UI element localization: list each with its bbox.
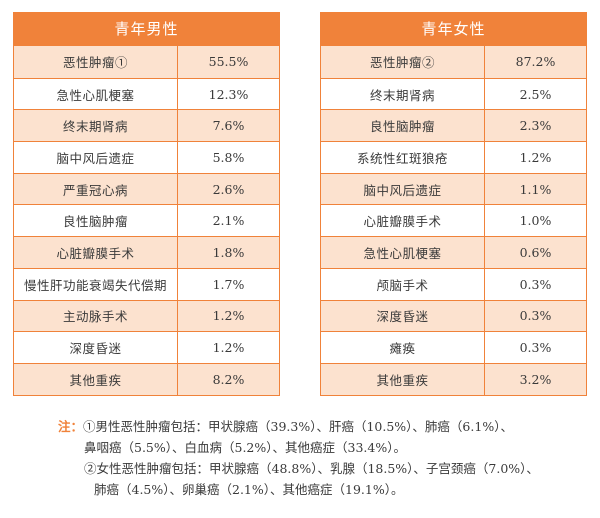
disease-name: 恶性肿瘤①: [14, 46, 178, 78]
table-row: 主动脉手术 1.2%: [14, 299, 279, 332]
disease-percent: 2.3%: [519, 118, 552, 134]
disease-percent: 0.3%: [519, 340, 552, 356]
disease-percent: 55.5%: [208, 54, 249, 70]
table-row: 终末期肾病 2.5%: [321, 77, 586, 110]
table-row: 终末期肾病 7.6%: [14, 109, 279, 142]
table-row: 系统性红斑狼疮 1.2%: [321, 141, 586, 173]
disease-name: 严重冠心病: [14, 173, 178, 205]
footnote-male-text-cont: 鼻咽癌（5.5%）、白血病（5.2%）、其他癌症（33.4%）。: [84, 440, 406, 455]
disease-percent: 2.6%: [212, 181, 245, 197]
footnotes: 注：①男性恶性肿瘤包括：甲状腺癌（39.3%）、肝癌（10.5%）、肺癌（6.1…: [58, 416, 598, 500]
footnote-male-text: ①男性恶性肿瘤包括：甲状腺癌（39.3%）、肝癌（10.5%）、肺癌（6.1%）…: [83, 419, 513, 434]
table-row: 急性心肌梗塞 12.3%: [14, 77, 279, 110]
table-row: 瘫痪 0.3%: [321, 331, 586, 363]
disease-percent: 2.1%: [212, 213, 245, 229]
disease-percent: 5.8%: [212, 149, 245, 165]
disease-percent: 1.7%: [212, 276, 245, 292]
table-row: 其他重疾 3.2%: [321, 362, 586, 395]
table-row: 脑中风后遗症 5.8%: [14, 141, 279, 173]
disease-name: 颅脑手术: [321, 268, 485, 300]
table-young-male: 青年男性 恶性肿瘤① 55.5% 急性心肌梗塞 12.3% 终末期肾病 7.6%…: [13, 12, 280, 396]
disease-name: 良性脑肿瘤: [321, 110, 485, 142]
disease-name: 脑中风后遗症: [321, 173, 485, 205]
footnote-female-text-cont: 肺癌（4.5%）、卵巢癌（2.1%）、其他癌症（19.1%）。: [94, 482, 404, 497]
disease-percent: 1.8%: [212, 244, 245, 260]
disease-percent: 0.3%: [519, 308, 552, 324]
disease-name: 主动脉手术: [14, 300, 178, 332]
disease-percent: 1.2%: [212, 340, 245, 356]
table-row: 颅脑手术 0.3%: [321, 267, 586, 300]
footnote-line: 注：①男性恶性肿瘤包括：甲状腺癌（39.3%）、肝癌（10.5%）、肺癌（6.1…: [58, 416, 598, 437]
table-row: 慢性肝功能衰竭失代偿期 1.7%: [14, 267, 279, 300]
disease-percent: 87.2%: [515, 54, 556, 70]
disease-name: 深度昏迷: [14, 332, 178, 363]
table-row: 心脏瓣膜手术 1.0%: [321, 204, 586, 237]
disease-name: 其他重疾: [14, 363, 178, 395]
disease-name: 心脏瓣膜手术: [14, 237, 178, 268]
table-row: 恶性肿瘤② 87.2%: [321, 46, 586, 78]
footnote-prefix: 注：: [58, 419, 84, 434]
disease-name: 心脏瓣膜手术: [321, 205, 485, 237]
disease-name: 终末期肾病: [321, 78, 485, 110]
table-row: 恶性肿瘤① 55.5%: [14, 46, 279, 78]
footnote-line: 鼻咽癌（5.5%）、白血病（5.2%）、其他癌症（33.4%）。: [58, 437, 598, 458]
table-row: 良性脑肿瘤 2.3%: [321, 109, 586, 142]
footnote-line: 肺癌（4.5%）、卵巢癌（2.1%）、其他癌症（19.1%）。: [58, 479, 598, 500]
table-row: 急性心肌梗塞 0.6%: [321, 236, 586, 268]
table-header-female: 青年女性: [321, 13, 586, 46]
disease-name: 脑中风后遗症: [14, 142, 178, 173]
footnote-female-text: ②女性恶性肿瘤包括：甲状腺癌（48.8%）、乳腺（18.5%）、子宫颈癌（7.0…: [84, 461, 539, 476]
disease-percent: 0.6%: [519, 244, 552, 260]
table-body-female: 恶性肿瘤② 87.2% 终末期肾病 2.5% 良性脑肿瘤 2.3% 系统性红斑狼…: [321, 46, 586, 395]
table-header-male: 青年男性: [14, 13, 279, 46]
table-row: 深度昏迷 1.2%: [14, 331, 279, 363]
disease-percent: 0.3%: [519, 276, 552, 292]
disease-name: 良性脑肿瘤: [14, 205, 178, 237]
disease-percent: 1.2%: [212, 308, 245, 324]
disease-percent: 1.0%: [519, 213, 552, 229]
disease-percent: 7.6%: [212, 118, 245, 134]
disease-percent: 1.2%: [519, 149, 552, 165]
disease-name: 慢性肝功能衰竭失代偿期: [14, 268, 178, 300]
table-body-male: 恶性肿瘤① 55.5% 急性心肌梗塞 12.3% 终末期肾病 7.6% 脑中风后…: [14, 46, 279, 395]
table-row: 心脏瓣膜手术 1.8%: [14, 236, 279, 268]
disease-name: 系统性红斑狼疮: [321, 142, 485, 173]
table-row: 良性脑肿瘤 2.1%: [14, 204, 279, 237]
disease-percent: 8.2%: [212, 371, 245, 387]
disease-percent: 2.5%: [519, 86, 552, 102]
disease-percent: 1.1%: [519, 181, 552, 197]
table-row: 严重冠心病 2.6%: [14, 172, 279, 205]
disease-name: 深度昏迷: [321, 300, 485, 332]
disease-percent: 3.2%: [519, 371, 552, 387]
disease-name: 恶性肿瘤②: [321, 46, 485, 78]
table-row: 脑中风后遗症 1.1%: [321, 172, 586, 205]
table-young-female: 青年女性 恶性肿瘤② 87.2% 终末期肾病 2.5% 良性脑肿瘤 2.3% 系…: [320, 12, 587, 396]
table-row: 其他重疾 8.2%: [14, 362, 279, 395]
footnote-line: ②女性恶性肿瘤包括：甲状腺癌（48.8%）、乳腺（18.5%）、子宫颈癌（7.0…: [58, 458, 598, 479]
disease-name: 其他重疾: [321, 363, 485, 395]
disease-name: 急性心肌梗塞: [321, 237, 485, 268]
disease-percent: 12.3%: [208, 86, 249, 102]
disease-name: 急性心肌梗塞: [14, 78, 178, 110]
table-row: 深度昏迷 0.3%: [321, 299, 586, 332]
disease-name: 瘫痪: [321, 332, 485, 363]
disease-name: 终末期肾病: [14, 110, 178, 142]
